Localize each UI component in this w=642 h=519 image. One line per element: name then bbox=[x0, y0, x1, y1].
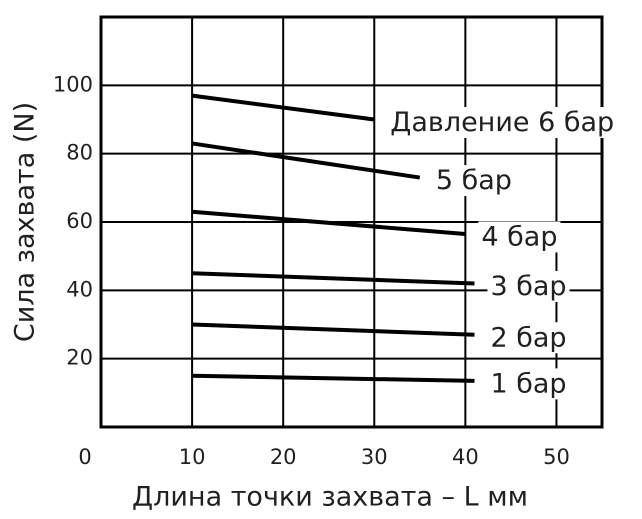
x-tick-label: 40 bbox=[452, 445, 479, 469]
label-background bbox=[487, 368, 570, 400]
label-background bbox=[487, 271, 570, 302]
label-background bbox=[432, 165, 515, 197]
x-tick-label: 50 bbox=[543, 445, 570, 469]
y-tick-label: 100 bbox=[53, 72, 93, 96]
y-axis-label: Сила захвата (N) bbox=[10, 102, 41, 342]
series-line bbox=[191, 141, 421, 180]
x-tick-label: 10 bbox=[179, 445, 206, 469]
series-label: Давление 6 бар bbox=[390, 107, 614, 138]
y-tick-label: 20 bbox=[66, 346, 93, 370]
series-label: 1 бар bbox=[490, 368, 566, 399]
series-label: 5 бар bbox=[436, 165, 512, 196]
plot-frame bbox=[99, 15, 604, 429]
y-tick-label: 40 bbox=[66, 277, 93, 301]
x-tick-label: 0 bbox=[78, 445, 91, 469]
series-label: 3 бар bbox=[490, 271, 566, 302]
x-tick-label: 30 bbox=[361, 445, 388, 469]
y-tick-label: 80 bbox=[66, 141, 93, 165]
series-line bbox=[192, 373, 475, 383]
series-label: 2 бар bbox=[490, 322, 566, 353]
x-tick-label: 20 bbox=[270, 445, 297, 469]
series-line bbox=[191, 93, 375, 122]
label-background bbox=[387, 107, 618, 138]
series-line bbox=[192, 322, 475, 337]
y-tick-label: 60 bbox=[66, 209, 93, 233]
x-axis-label: Длина точки захвата – L мм bbox=[132, 482, 528, 513]
series-line bbox=[192, 271, 475, 286]
series-label: 4 бар bbox=[481, 221, 557, 252]
label-background bbox=[478, 221, 561, 253]
label-background bbox=[487, 322, 570, 354]
series-line bbox=[191, 209, 466, 236]
